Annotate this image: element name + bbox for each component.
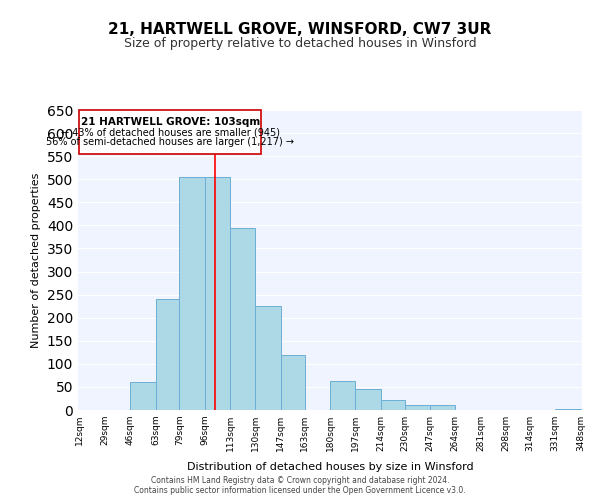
Bar (430, 406, 455, 410)
Bar (256, 306, 281, 410)
Text: 56% of semi-detached houses are larger (1,217) →: 56% of semi-detached houses are larger (… (46, 137, 295, 147)
Text: 21 HARTWELL GROVE: 103sqm: 21 HARTWELL GROVE: 103sqm (81, 117, 260, 127)
Bar (355, 389, 380, 410)
Text: Size of property relative to detached houses in Winsford: Size of property relative to detached ho… (124, 38, 476, 51)
Bar (330, 382, 355, 410)
Bar (155, 299, 179, 410)
Text: ← 43% of detached houses are smaller (945): ← 43% of detached houses are smaller (94… (61, 128, 280, 138)
Bar (281, 354, 305, 410)
Bar (230, 228, 256, 410)
Bar (380, 400, 404, 410)
X-axis label: Distribution of detached houses by size in Winsford: Distribution of detached houses by size … (187, 462, 473, 472)
Bar (130, 382, 155, 410)
Text: 21, HARTWELL GROVE, WINSFORD, CW7 3UR: 21, HARTWELL GROVE, WINSFORD, CW7 3UR (109, 22, 491, 38)
Text: Contains HM Land Registry data © Crown copyright and database right 2024.
Contai: Contains HM Land Registry data © Crown c… (134, 476, 466, 495)
Bar (179, 177, 205, 410)
Bar (205, 177, 230, 410)
FancyBboxPatch shape (79, 110, 262, 154)
Y-axis label: Number of detached properties: Number of detached properties (31, 172, 41, 348)
Bar (404, 406, 430, 410)
Bar (555, 408, 581, 410)
